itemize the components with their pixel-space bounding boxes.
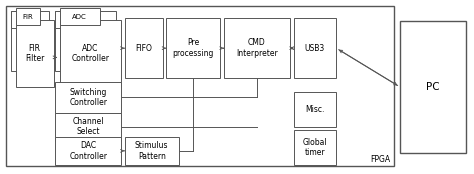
Text: FPGA: FPGA [370,155,390,164]
Text: ADC: ADC [73,14,87,20]
Bar [294,130,336,165]
Bar [11,11,36,28]
Text: ADC: ADC [68,16,82,22]
Text: FIR
Filter: FIR Filter [25,44,45,63]
Bar [60,20,121,87]
Bar [224,18,290,78]
Bar [55,113,121,141]
Bar [11,11,49,71]
Bar [16,9,40,25]
Text: Global
timer: Global timer [303,138,327,157]
Bar [6,6,394,166]
Text: FIFO: FIFO [136,44,152,53]
Text: USB3: USB3 [305,44,325,53]
Bar [294,92,336,127]
Bar [55,82,121,113]
Text: FIR: FIR [18,16,29,22]
Bar [55,11,95,28]
Text: Stimulus
Pattern: Stimulus Pattern [135,141,168,161]
Bar [125,137,179,165]
Text: DAC
Controller: DAC Controller [69,141,107,161]
Bar [55,137,121,165]
Bar [294,18,336,78]
Bar [400,21,466,153]
Bar [16,20,54,87]
Text: CMD
Interpreter: CMD Interpreter [236,38,278,58]
Bar [55,11,117,71]
Bar [125,18,163,78]
Text: FIR: FIR [23,14,34,20]
Bar [60,9,100,25]
Text: Misc.: Misc. [305,105,325,114]
Text: PC: PC [426,82,440,92]
Text: Pre
processing: Pre processing [173,38,214,58]
Text: Switching
Controller: Switching Controller [69,88,107,107]
Text: Channel
Select: Channel Select [73,117,104,136]
Text: ADC
Controller: ADC Controller [72,44,109,63]
Bar [166,18,220,78]
